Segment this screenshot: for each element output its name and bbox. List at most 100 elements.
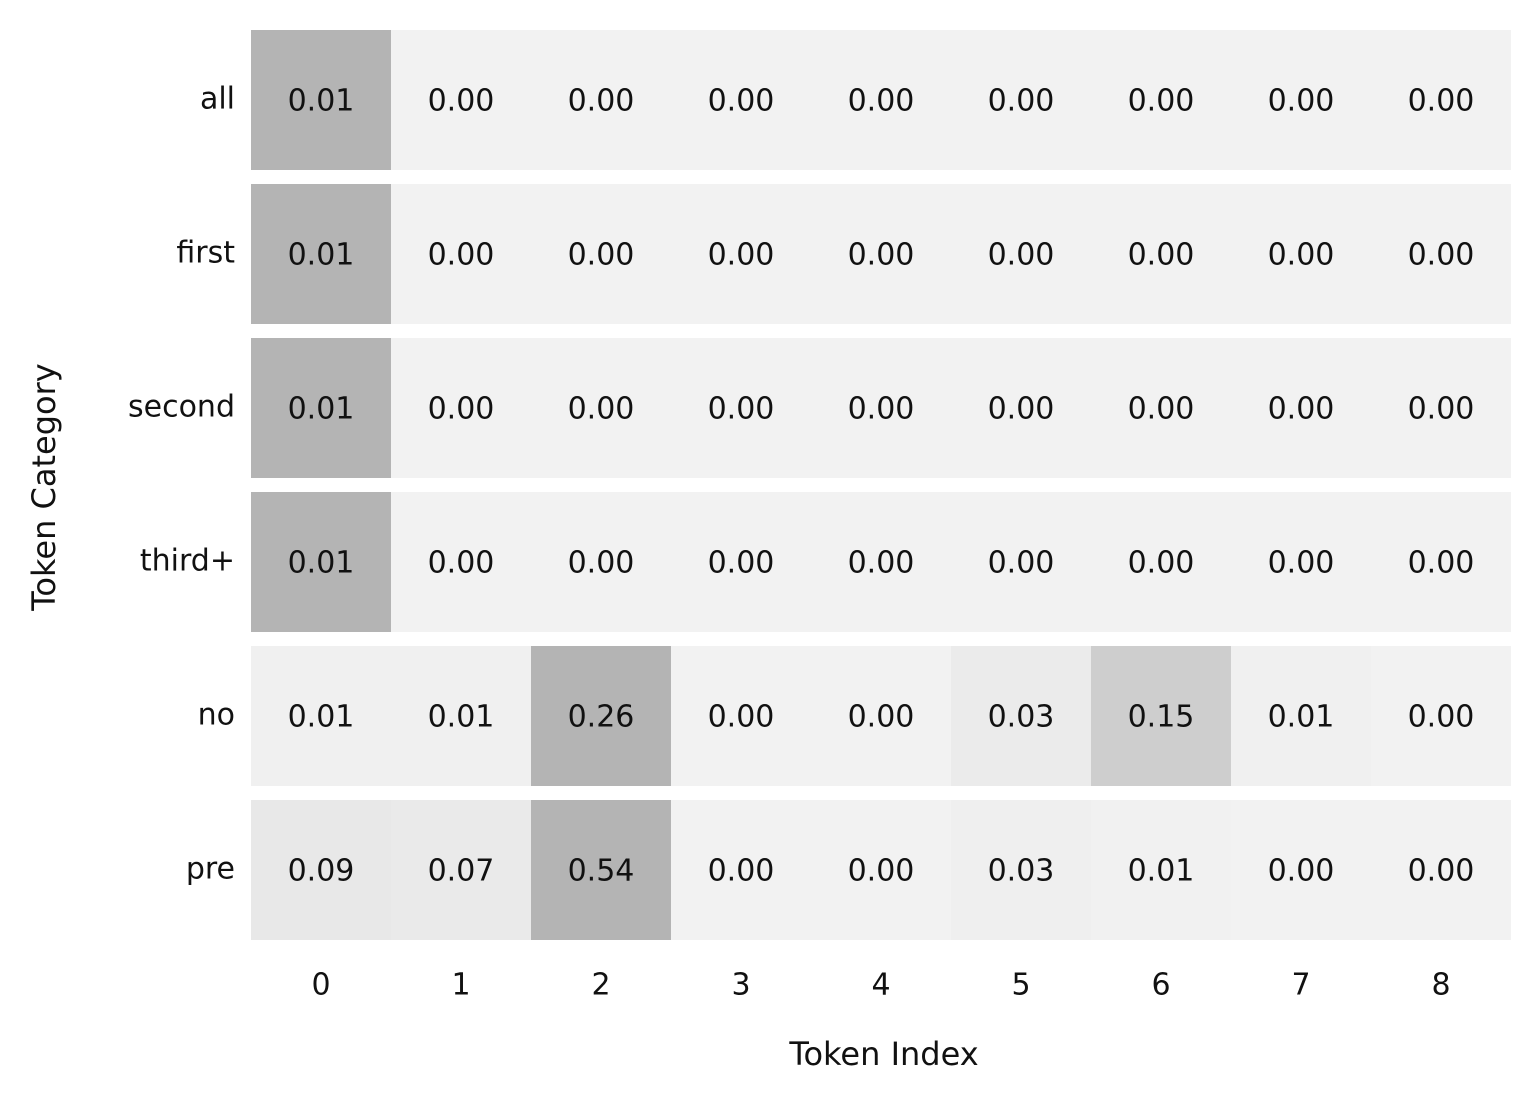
heatmap-cell: [1231, 800, 1371, 940]
heatmap-cell: [251, 184, 391, 324]
heatmap-cell: [811, 184, 951, 324]
heatmap-cell: [391, 184, 531, 324]
cell-label: 0.00: [708, 700, 775, 735]
cell-label: 0.00: [1128, 84, 1195, 119]
heatmap-cell: [811, 800, 951, 940]
cell-label: 0.00: [568, 238, 635, 273]
heatmap-cell: [811, 30, 951, 170]
cell-label: 0.00: [848, 392, 915, 427]
x-tick-label: 7: [1291, 968, 1310, 1003]
heatmap-cell: [391, 800, 531, 940]
heatmap-cell: [251, 30, 391, 170]
heatmap-cell: [951, 646, 1091, 786]
cell-label: 0.01: [1268, 700, 1335, 735]
heatmap-cell: [1231, 492, 1371, 632]
heatmap-cell: [1091, 800, 1231, 940]
heatmap-cell: [951, 184, 1091, 324]
cell-label: 0.03: [988, 854, 1055, 889]
cell-label: 0.01: [288, 84, 355, 119]
cell-label: 0.01: [288, 392, 355, 427]
x-tick-label: 1: [451, 968, 470, 1003]
cell-label: 0.00: [708, 546, 775, 581]
heatmap-cell: [671, 338, 811, 478]
cell-label: 0.00: [708, 854, 775, 889]
cell-label: 0.00: [1268, 238, 1335, 273]
y-tick-label: no: [198, 698, 235, 733]
cell-label: 0.00: [1268, 854, 1335, 889]
cell-label: 0.00: [428, 84, 495, 119]
y-tick-label: third+: [140, 544, 235, 579]
x-tick-label: 3: [731, 968, 750, 1003]
cell-label: 0.00: [708, 84, 775, 119]
cell-label: 0.01: [288, 546, 355, 581]
heatmap-cell: [251, 338, 391, 478]
heatmap-cell: [531, 30, 671, 170]
cell-label: 0.00: [848, 546, 915, 581]
cell-label: 0.00: [848, 700, 915, 735]
heatmap-cell: [1231, 30, 1371, 170]
heatmap-cell: [1231, 338, 1371, 478]
heatmap-cell: [531, 800, 671, 940]
heatmap-cell: [391, 338, 531, 478]
cell-label: 0.01: [1128, 854, 1195, 889]
x-tick-label: 6: [1151, 968, 1170, 1003]
cell-label: 0.00: [708, 238, 775, 273]
cell-label: 0.00: [988, 238, 1055, 273]
x-tick-label: 0: [311, 968, 330, 1003]
cell-label: 0.01: [288, 238, 355, 273]
heatmap-cell: [671, 184, 811, 324]
cell-label: 0.07: [428, 854, 495, 889]
heatmap-cell: [811, 646, 951, 786]
cell-label: 0.00: [1408, 854, 1475, 889]
cell-label: 0.00: [1408, 238, 1475, 273]
x-tick-label: 4: [871, 968, 890, 1003]
y-tick-label: pre: [186, 852, 235, 887]
heatmap-cell: [391, 646, 531, 786]
heatmap-cell: [1231, 184, 1371, 324]
cell-label: 0.00: [1268, 392, 1335, 427]
heatmap-cell: [1371, 646, 1511, 786]
heatmap-cell: [531, 646, 671, 786]
heatmap-cell: [531, 338, 671, 478]
cell-label: 0.00: [1268, 546, 1335, 581]
y-tick-label: all: [200, 82, 235, 117]
cell-label: 0.00: [1128, 392, 1195, 427]
y-tick-label: first: [176, 236, 235, 271]
heatmap-cell: [1231, 646, 1371, 786]
heatmap-cell: [391, 30, 531, 170]
cell-label: 0.00: [1408, 700, 1475, 735]
cell-label: 0.00: [1128, 238, 1195, 273]
cell-label: 0.15: [1128, 700, 1195, 735]
heatmap-cell: [671, 800, 811, 940]
cell-label: 0.01: [288, 700, 355, 735]
cell-label: 0.00: [1128, 546, 1195, 581]
cell-label: 0.00: [568, 546, 635, 581]
cell-label: 0.03: [988, 700, 1055, 735]
heatmap-cell: [1371, 30, 1511, 170]
heatmap-cell: [951, 492, 1091, 632]
heatmap-cell: [391, 492, 531, 632]
heatmap-cell: [811, 492, 951, 632]
heatmap-cell: [251, 646, 391, 786]
cell-label: 0.00: [568, 84, 635, 119]
heatmap-cell: [1091, 492, 1231, 632]
cell-label: 0.00: [848, 238, 915, 273]
cell-label: 0.00: [1268, 84, 1335, 119]
heatmap-cell: [671, 646, 811, 786]
heatmap-cell: [1371, 184, 1511, 324]
cell-label: 0.01: [428, 700, 495, 735]
heatmap-cell: [1371, 338, 1511, 478]
cell-label: 0.00: [848, 84, 915, 119]
cell-label: 0.00: [708, 392, 775, 427]
cell-label: 0.54: [568, 854, 635, 889]
heatmap-cell: [671, 492, 811, 632]
heatmap-cell: [951, 338, 1091, 478]
heatmap-cell: [1371, 800, 1511, 940]
cell-label: 0.09: [288, 854, 355, 889]
cell-label: 0.00: [988, 392, 1055, 427]
heatmap-cell: [1091, 30, 1231, 170]
heatmap-cell: [531, 184, 671, 324]
heatmap-cell: [1091, 184, 1231, 324]
cell-label: 0.00: [988, 546, 1055, 581]
